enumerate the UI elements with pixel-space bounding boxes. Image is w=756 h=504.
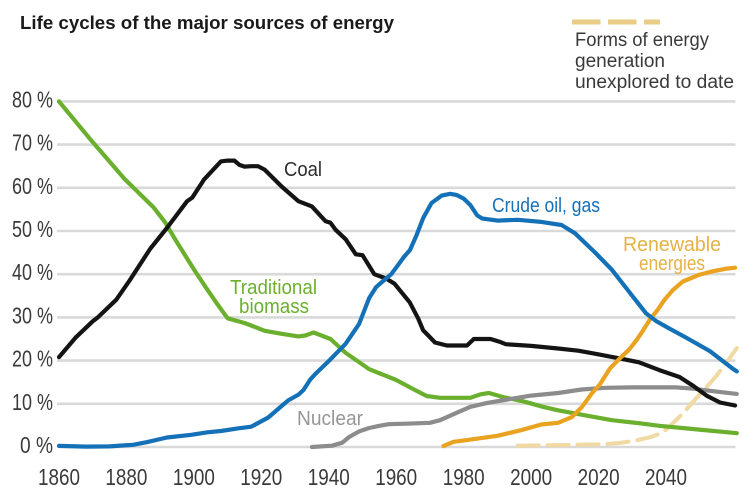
- svg-text:80 %: 80 %: [12, 86, 53, 112]
- svg-text:Crude oil, gas: Crude oil, gas: [492, 195, 600, 217]
- svg-text:1940: 1940: [308, 464, 350, 490]
- svg-text:2020: 2020: [578, 464, 620, 490]
- svg-text:Renewable: Renewable: [623, 234, 721, 256]
- svg-text:Forms of energy: Forms of energy: [575, 30, 709, 51]
- svg-text:10 %: 10 %: [12, 389, 53, 415]
- svg-text:60 %: 60 %: [12, 173, 53, 199]
- svg-text:1960: 1960: [375, 464, 417, 490]
- svg-text:1980: 1980: [443, 464, 485, 490]
- svg-text:energies: energies: [639, 253, 705, 275]
- svg-text:1880: 1880: [105, 464, 147, 490]
- svg-text:0 %: 0 %: [20, 432, 53, 458]
- svg-text:unexplored to date: unexplored to date: [575, 72, 734, 93]
- svg-text:Nuclear: Nuclear: [297, 408, 363, 430]
- svg-text:Traditional: Traditional: [230, 277, 317, 299]
- svg-text:40 %: 40 %: [12, 259, 53, 285]
- svg-text:20 %: 20 %: [12, 346, 53, 372]
- svg-text:2000: 2000: [510, 464, 552, 490]
- svg-text:1860: 1860: [38, 464, 80, 490]
- svg-text:50 %: 50 %: [12, 216, 53, 242]
- svg-text:30 %: 30 %: [12, 302, 53, 328]
- svg-text:2040: 2040: [645, 464, 687, 490]
- svg-text:generation: generation: [575, 51, 665, 72]
- svg-text:1900: 1900: [173, 464, 215, 490]
- svg-text:70 %: 70 %: [12, 130, 53, 156]
- svg-text:Life cycles of the major sourc: Life cycles of the major sources of ener…: [20, 13, 394, 33]
- svg-text:1920: 1920: [240, 464, 282, 490]
- svg-text:biomass: biomass: [239, 296, 309, 318]
- svg-text:Coal: Coal: [284, 159, 322, 181]
